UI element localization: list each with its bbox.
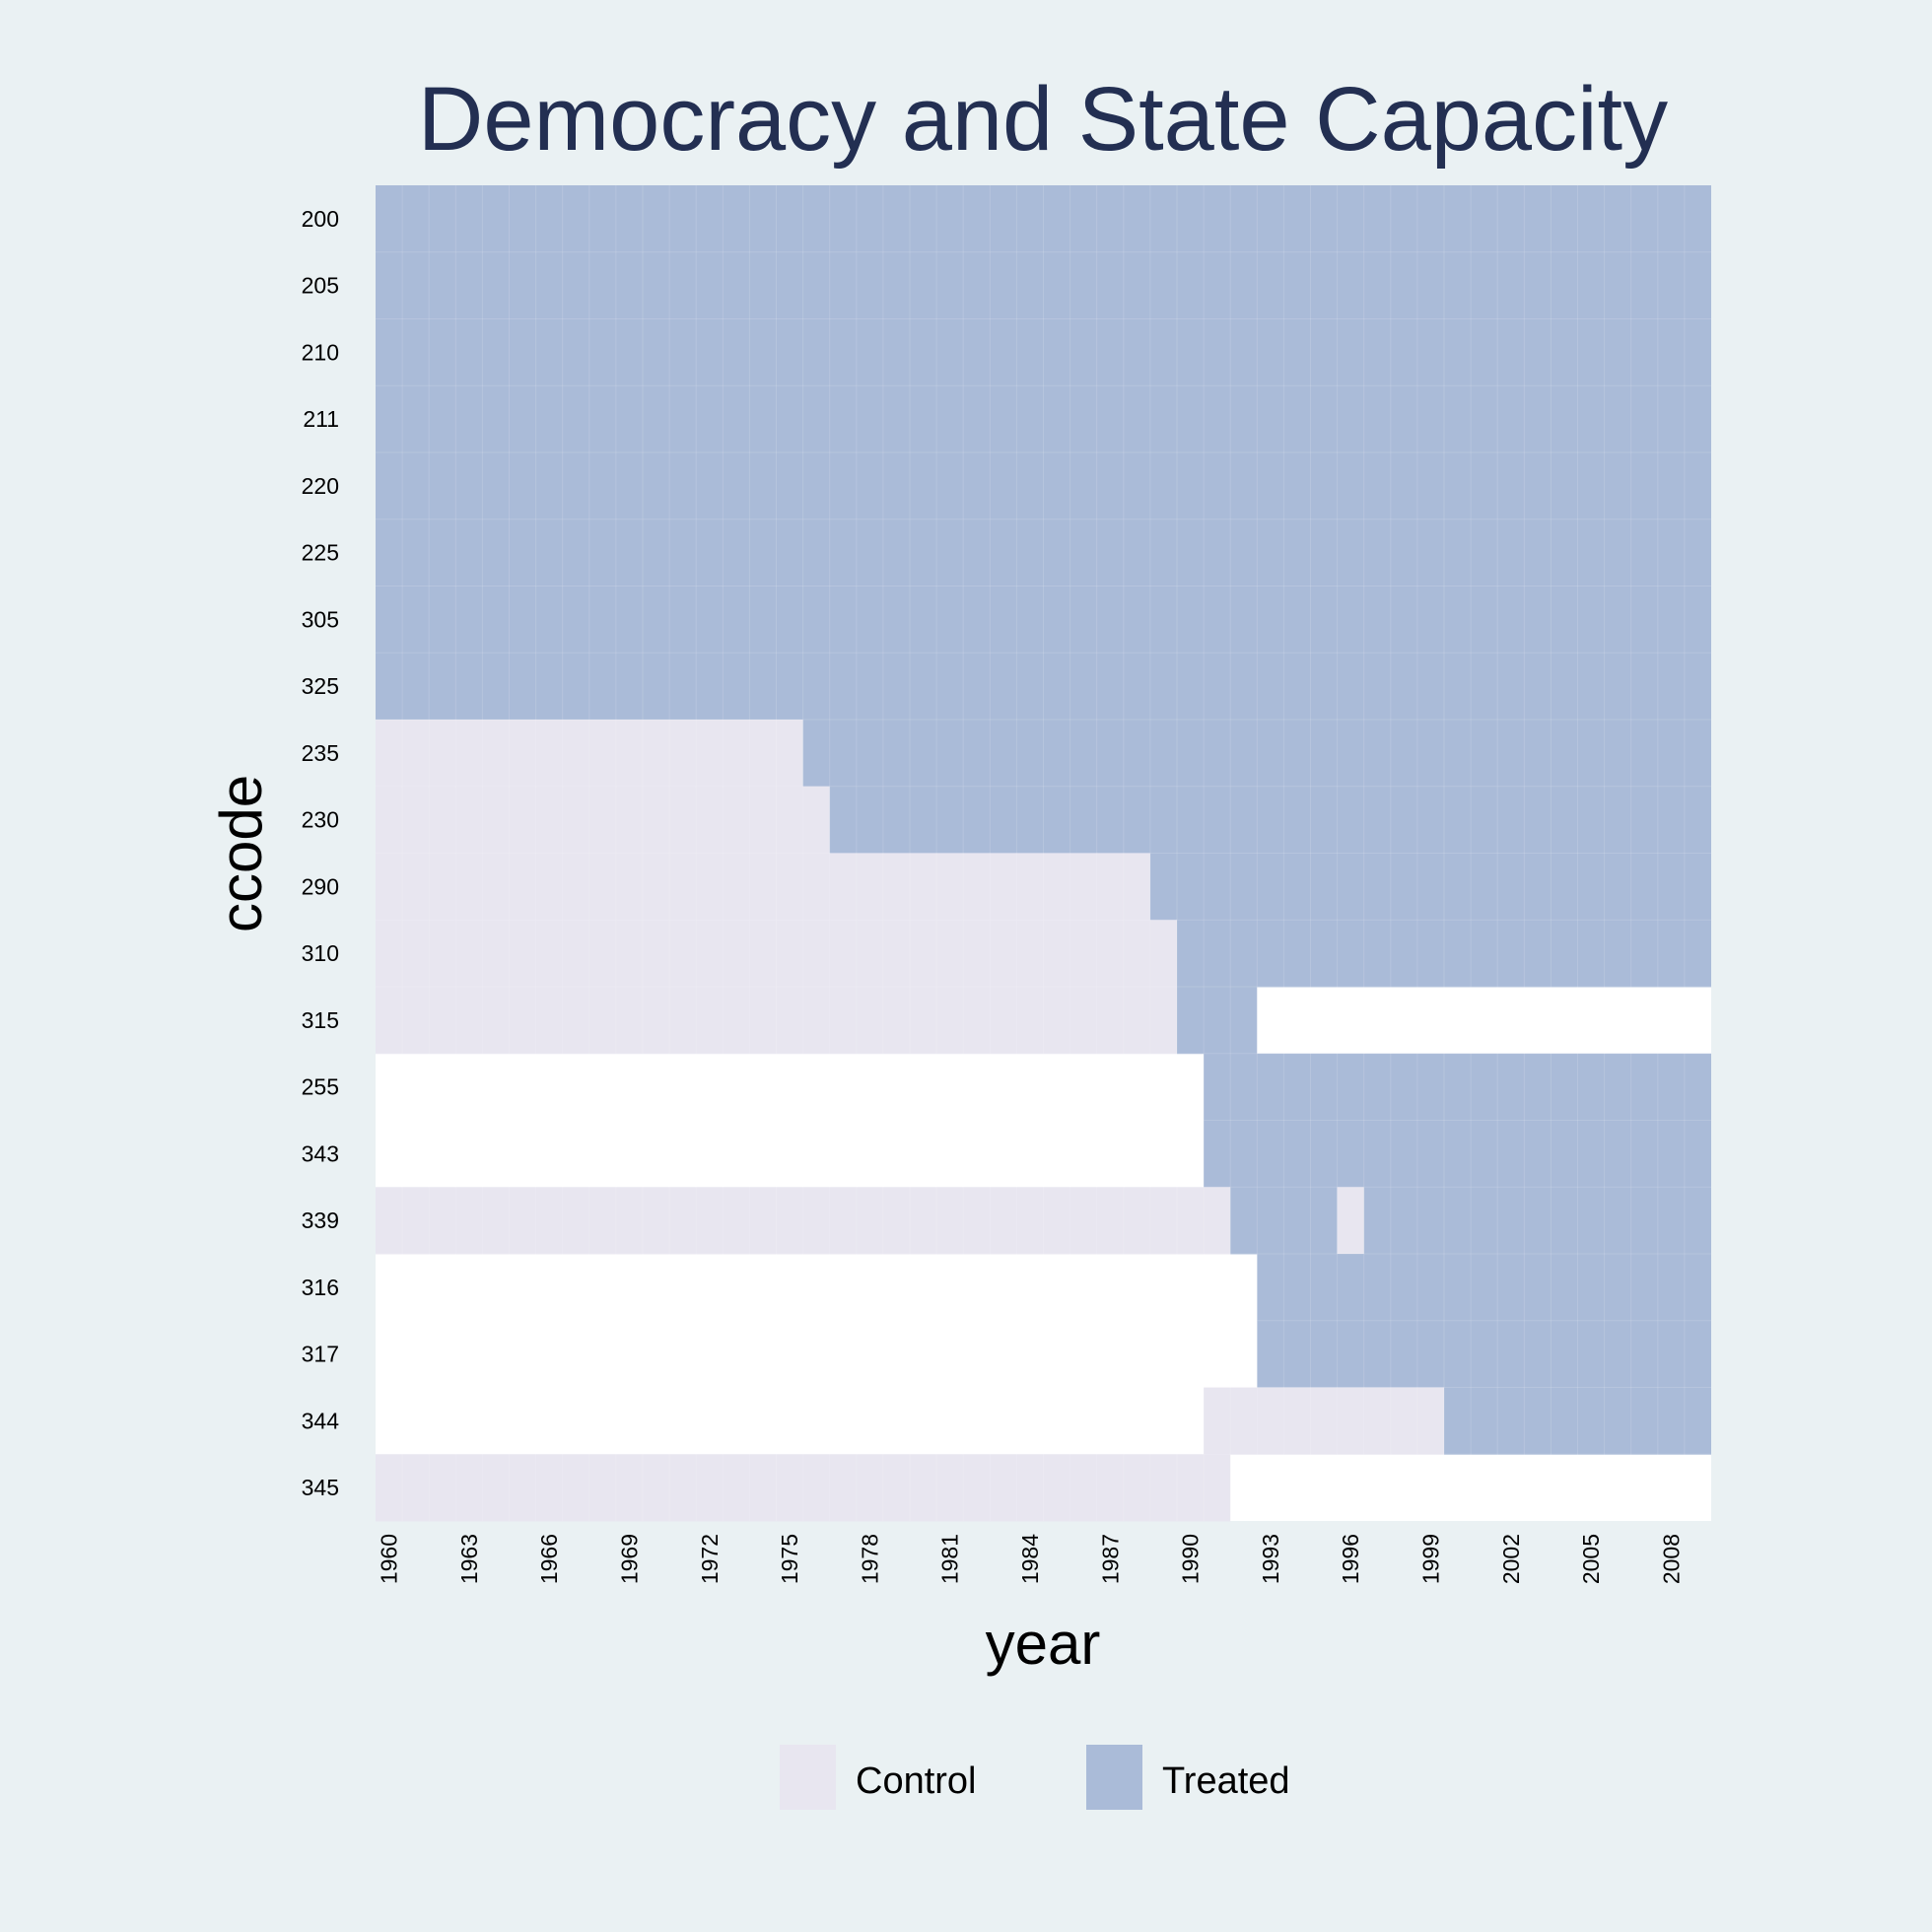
heatmap-segment-339-treated	[1230, 1187, 1338, 1255]
x-tick-label: 2005	[1578, 1534, 1604, 1584]
x-tick-label: 1984	[1017, 1534, 1043, 1584]
heatmap-segment-235-control	[376, 720, 803, 788]
y-tick-label: 310	[302, 940, 339, 966]
x-tick-label: 1990	[1178, 1534, 1204, 1584]
x-tick-label: 1999	[1417, 1534, 1443, 1584]
y-tick-label: 343	[302, 1140, 339, 1166]
heatmap-segment-315-control	[376, 987, 1177, 1055]
y-tick-label: 205	[302, 273, 339, 299]
heatmap-segment-200-treated	[376, 185, 1711, 253]
y-tick-label: 211	[303, 406, 339, 432]
heatmap-segment-316-treated	[1257, 1254, 1711, 1322]
chart-title: Democracy and State Capacity	[418, 69, 1668, 170]
legend: Control Treated	[780, 1745, 1290, 1810]
y-tick-label: 345	[302, 1475, 339, 1500]
legend-label-control: Control	[856, 1760, 977, 1802]
heatmap-segment-339-control	[1337, 1187, 1364, 1255]
x-tick-label: 1981	[937, 1534, 963, 1584]
heatmap-segment-344-treated	[1444, 1387, 1711, 1455]
heatmap-segment-343-treated	[1204, 1120, 1711, 1188]
heatmap-segment-310-control	[376, 920, 1177, 988]
y-tick-label: 225	[302, 540, 339, 566]
x-axis-title: year	[986, 1611, 1101, 1677]
y-axis-title: ccode	[208, 775, 274, 932]
heatmap-segment-290-control	[376, 853, 1150, 921]
y-axis-ticks: 200 205 210 211 220 225 305 325 235 230 290 310 315 2…	[302, 206, 340, 1500]
x-tick-label: 1975	[777, 1534, 802, 1584]
x-tick-label: 1960	[377, 1534, 402, 1584]
y-tick-label: 290	[302, 873, 339, 899]
y-tick-label: 235	[302, 740, 339, 766]
y-tick-label: 305	[302, 606, 339, 632]
x-tick-label: 2002	[1498, 1534, 1524, 1584]
heatmap-segment-255-treated	[1204, 1053, 1711, 1121]
y-tick-label: 255	[302, 1074, 339, 1100]
legend-swatch-treated	[1086, 1745, 1142, 1810]
legend-swatch-control	[780, 1745, 836, 1810]
x-tick-label: 1972	[697, 1534, 723, 1584]
x-tick-label: 1978	[857, 1534, 882, 1584]
legend-label-treated: Treated	[1162, 1760, 1290, 1802]
y-tick-label: 220	[302, 473, 339, 499]
x-tick-label: 1993	[1258, 1534, 1283, 1584]
heatmap-segment-315-treated	[1177, 987, 1258, 1055]
heatmap-segment-339-treated	[1363, 1187, 1711, 1255]
heatmap-segment-317-treated	[1257, 1320, 1711, 1388]
y-tick-label: 210	[302, 339, 339, 365]
heatmap-segment-290-treated	[1149, 853, 1711, 921]
heatmap-segment-225-treated	[376, 518, 1711, 586]
heatmap-segment-325-treated	[376, 653, 1711, 721]
heatmap-segment-345-control	[376, 1454, 1231, 1522]
grid-lines	[376, 185, 1711, 1521]
heatmap-segment-210-treated	[376, 318, 1711, 386]
heatmap-segment-205-treated	[376, 251, 1711, 319]
x-tick-label: 1969	[616, 1534, 642, 1584]
heatmap-segment-220-treated	[376, 452, 1711, 520]
y-tick-label: 339	[302, 1208, 339, 1233]
y-tick-label: 316	[302, 1275, 339, 1300]
y-tick-label: 200	[302, 206, 339, 232]
y-tick-label: 230	[302, 807, 339, 833]
y-tick-label: 315	[302, 1007, 339, 1033]
x-tick-label: 2008	[1658, 1534, 1684, 1584]
heatmap-segment-305-treated	[376, 586, 1711, 654]
y-tick-label: 344	[302, 1408, 340, 1433]
heatmap-segment-211-treated	[376, 385, 1711, 453]
heatmap-segment-344-control	[1204, 1387, 1444, 1455]
heatmap-segment-339-control	[376, 1187, 1231, 1255]
heatmap-segment-230-control	[376, 786, 830, 854]
heatmap-segment-230-treated	[829, 786, 1711, 854]
x-axis-ticks: 1960 1963 1966 1969 1972 1975 1978 1981 1984 1987…	[377, 1534, 1685, 1584]
y-tick-label: 317	[302, 1342, 339, 1367]
x-tick-label: 1987	[1097, 1534, 1123, 1584]
x-tick-label: 1963	[456, 1534, 482, 1584]
x-tick-label: 1966	[536, 1534, 562, 1584]
y-tick-label: 325	[302, 673, 339, 699]
heatmap-segment-310-treated	[1177, 920, 1711, 988]
x-tick-label: 1996	[1338, 1534, 1363, 1584]
heatmap-cells	[376, 185, 1711, 1522]
heatmap-segment-235-treated	[802, 720, 1711, 788]
